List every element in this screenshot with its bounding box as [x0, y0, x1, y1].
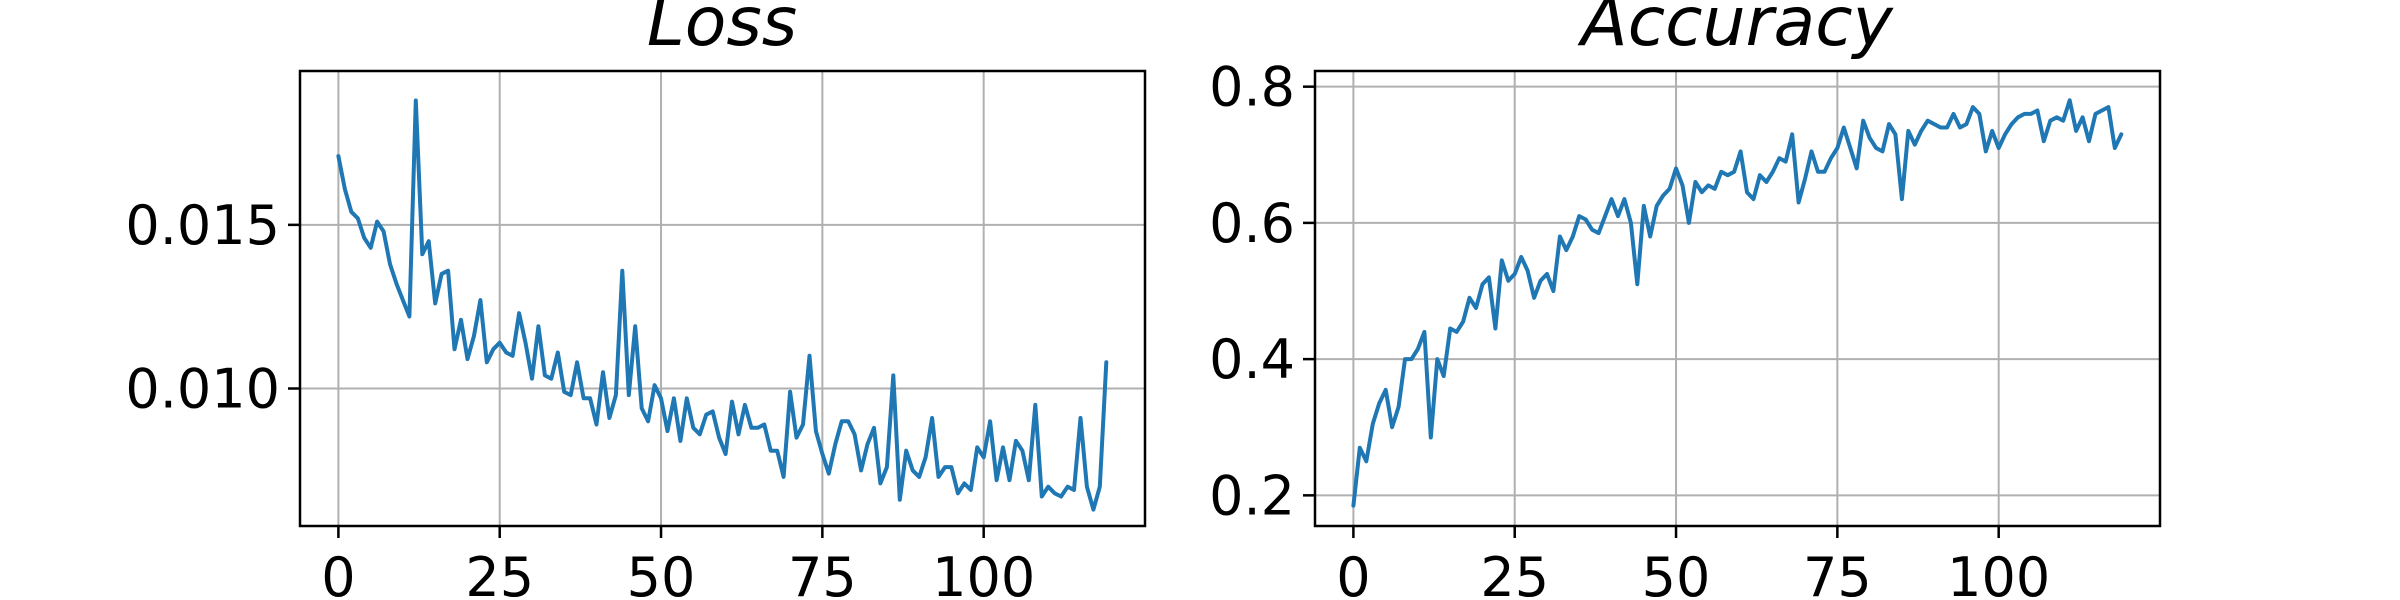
accuracy-y-tick-label: 0.8	[1209, 56, 1295, 119]
accuracy-y-tick-label: 0.6	[1209, 192, 1295, 255]
accuracy-x-axis: 0 25 50 75 100	[1336, 526, 2050, 600]
loss-plot-frame	[298, 69, 1147, 528]
accuracy-chart: Accuracy 0 25 50 75 100 0.2 0.4 0.6 0.8	[1209, 0, 2162, 600]
loss-x-tick-label: 0	[321, 546, 355, 600]
loss-grid	[300, 71, 1145, 526]
accuracy-x-tick-label: 0	[1336, 546, 1370, 600]
loss-series-line	[336, 98, 1109, 512]
accuracy-y-tick-label: 0.4	[1209, 328, 1295, 391]
loss-y-tick-label: 0.015	[125, 194, 280, 257]
accuracy-x-tick-label: 100	[1947, 546, 2050, 600]
accuracy-series-line	[1351, 98, 2124, 508]
accuracy-series	[1351, 98, 2124, 508]
accuracy-x-tick-label: 50	[1642, 546, 1711, 600]
accuracy-x-tick-label: 25	[1480, 546, 1549, 600]
accuracy-x-tick-label: 75	[1803, 546, 1872, 600]
loss-x-tick-label: 75	[788, 546, 857, 600]
loss-series	[336, 98, 1109, 512]
loss-chart: Loss 0 25 50 75 100 0.010 0.015	[125, 0, 1147, 600]
loss-y-tick-label: 0.010	[125, 358, 280, 421]
accuracy-chart-title: Accuracy	[1577, 0, 1893, 62]
accuracy-plot-frame	[1313, 69, 2162, 528]
accuracy-grid	[1315, 71, 2160, 526]
accuracy-y-tick-label: 0.2	[1209, 464, 1295, 527]
accuracy-y-axis: 0.2 0.4 0.6 0.8	[1209, 56, 1315, 527]
loss-chart-title: Loss	[647, 0, 797, 62]
loss-y-axis: 0.010 0.015	[125, 194, 300, 421]
loss-x-tick-label: 25	[465, 546, 534, 600]
loss-x-axis: 0 25 50 75 100	[321, 526, 1035, 600]
loss-x-tick-label: 50	[627, 546, 696, 600]
loss-x-tick-label: 100	[932, 546, 1035, 600]
